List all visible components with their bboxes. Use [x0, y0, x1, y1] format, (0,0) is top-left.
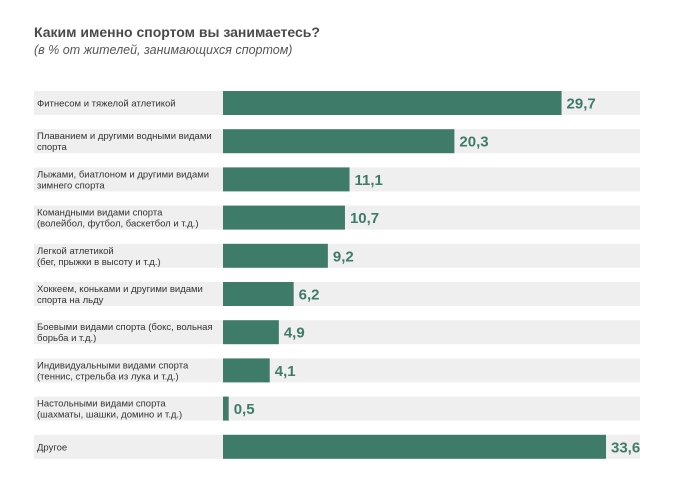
category-label: Плаванием и другими водными видами спорта: [37, 131, 212, 153]
bar: [223, 167, 350, 192]
value-label: 29,7: [567, 96, 596, 113]
value-label: 11,1: [355, 172, 383, 189]
bar: [223, 243, 328, 268]
bar-track: [34, 320, 640, 345]
bar-track: [34, 358, 640, 383]
value-label: 20,3: [459, 134, 488, 151]
category-label: Фитнесом и тяжелой атлетикой: [37, 99, 176, 110]
category-label: Другое: [37, 442, 67, 453]
bar-row: Лыжами, биатлоном и другими видами зимнег…: [34, 167, 640, 192]
category-label-line: (бег, прыжки в высоту и т.д.): [37, 257, 161, 268]
bar: [223, 129, 455, 154]
category-label: Индивидуальными видами спорта (теннис, ст…: [37, 360, 189, 382]
category-label: Лыжами, биатлоном и другими видами зимнег…: [37, 169, 209, 191]
category-label-line: Командными видами спорта: [37, 208, 163, 219]
bar: [223, 358, 270, 383]
bar: [223, 434, 606, 459]
category-label-line: Фитнесом и тяжелой атлетикой: [37, 99, 176, 110]
category-label-line: (волейбол, футбол, баскетбол и т.д.): [37, 219, 199, 230]
category-label-line: Легкой атлетикой: [37, 246, 114, 257]
bar: [223, 91, 562, 115]
category-label: Боевыми видами спорта (бокс, вольная борь…: [37, 322, 213, 344]
bar-row: Командными видами спорта (волейбол, футбо…: [34, 205, 640, 230]
bar-row: Легкой атлетикой (бег, прыжки в высоту и …: [34, 243, 640, 268]
category-label-line: спорта: [37, 142, 67, 153]
chart-subtitle: (в % от жителей, занимающихся спортом): [34, 43, 293, 57]
category-label-line: Индивидуальными видами спорта: [37, 360, 189, 371]
category-label-line: Плаванием и другими водными видами: [37, 131, 212, 142]
bar-row: Хоккеем, коньками и другими видами спорта…: [34, 282, 640, 306]
category-label: Легкой атлетикой (бег, прыжки в высоту и …: [37, 246, 161, 268]
category-label-line: Хоккеем, коньками и другими видами: [37, 284, 203, 295]
chart-title: Каким именно спортом вы занимаетесь?: [34, 24, 320, 40]
category-label-line: зимнего спорта: [37, 180, 105, 191]
category-label: Командными видами спорта (волейбол, футбо…: [37, 208, 199, 230]
bar: [223, 396, 229, 421]
category-label-line: (теннис, стрельба из лука и т.д.): [37, 371, 179, 382]
category-label-line: Настольными видами спорта: [37, 399, 166, 410]
bar: [223, 282, 294, 306]
value-label: 10,7: [350, 210, 379, 227]
bar-row: Плаванием и другими водными видами спорта…: [34, 129, 640, 154]
bar-row: Индивидуальными видами спорта (теннис, ст…: [34, 358, 640, 383]
value-label: 4,9: [284, 325, 305, 342]
bar-row: Настольными видами спорта (шахматы, шашки…: [34, 396, 640, 421]
bar-track: [34, 282, 640, 306]
category-label: Хоккеем, коньками и другими видами спорта…: [37, 284, 203, 306]
bar: [223, 320, 279, 345]
bar-row: Фитнесом и тяжелой атлетикой 29,7: [34, 91, 640, 115]
bar: [223, 205, 345, 230]
value-label: 4,1: [275, 363, 296, 380]
category-label-line: спорта на льду: [37, 295, 104, 306]
bar-track: [34, 243, 640, 268]
category-label-line: (шахматы, шашки, домино и т.д.): [37, 410, 182, 421]
value-label: 9,2: [333, 248, 354, 265]
bar-row: Другое 33,6: [34, 434, 640, 459]
bar-row: Боевыми видами спорта (бокс, вольная борь…: [34, 320, 640, 345]
value-label: 33,6: [611, 439, 640, 456]
category-label-line: Лыжами, биатлоном и другими видами: [37, 169, 209, 180]
category-label-line: Другое: [37, 442, 67, 453]
category-label: Настольными видами спорта (шахматы, шашки…: [37, 399, 182, 421]
bar-track: [34, 396, 640, 421]
value-label: 6,2: [299, 287, 320, 304]
category-label-line: Боевыми видами спорта (бокс, вольная: [37, 322, 213, 333]
category-label-line: борьба и т.д.): [37, 333, 96, 344]
value-label: 0,5: [234, 401, 255, 418]
